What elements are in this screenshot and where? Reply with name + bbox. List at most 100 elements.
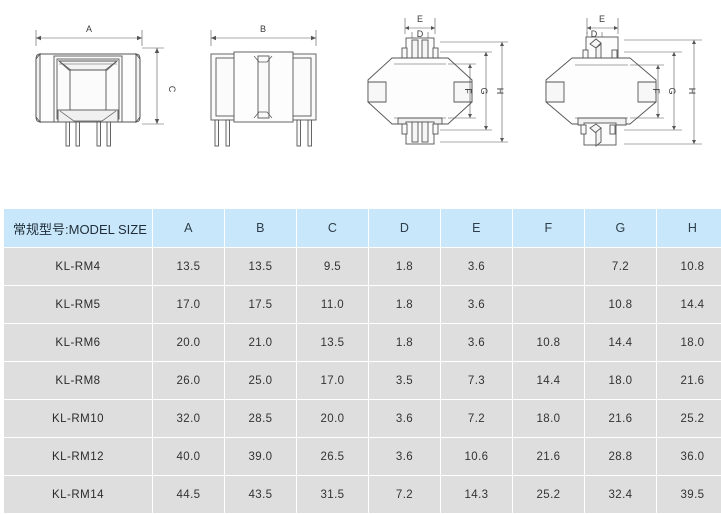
- cell-h: 36.0: [657, 438, 721, 475]
- cell-b: 21.0: [225, 324, 296, 361]
- cell-a: 26.0: [153, 362, 224, 399]
- col-header-h: H: [657, 209, 721, 247]
- cell-c: 13.5: [297, 324, 368, 361]
- dim-label-F: F: [651, 88, 661, 94]
- cell-h: 18.0: [657, 324, 721, 361]
- dim-label-E: E: [599, 14, 605, 24]
- cell-c: 20.0: [297, 400, 368, 437]
- cell-model-name: KL-RM10: [4, 400, 152, 437]
- side-elevation-drawing: B: [210, 24, 317, 147]
- cell-g: 18.0: [585, 362, 656, 399]
- dim-label-G: G: [667, 87, 677, 94]
- cell-b: 13.5: [225, 248, 296, 285]
- spec-table-container: 常规型号:MODEL SIZE A B C D E F G H PIN KL-R…: [3, 208, 721, 514]
- cell-e: 3.6: [441, 324, 512, 361]
- cell-c: 26.5: [297, 438, 368, 475]
- cell-d: 1.8: [369, 286, 440, 323]
- dim-label-C: C: [167, 86, 177, 93]
- top-plan-drawing-3pin: E D F G H: [367, 14, 508, 145]
- cell-model-name: KL-RM4: [4, 248, 152, 285]
- cell-f: 14.4: [513, 362, 584, 399]
- front-elevation-drawing: A C: [35, 24, 177, 147]
- cell-e: 14.3: [441, 476, 512, 513]
- col-header-d: D: [369, 209, 440, 247]
- cell-a: 17.0: [153, 286, 224, 323]
- col-header-b: B: [225, 209, 296, 247]
- cell-e: 7.3: [441, 362, 512, 399]
- model-size-table: 常规型号:MODEL SIZE A B C D E F G H PIN KL-R…: [3, 208, 721, 514]
- dim-label-B: B: [260, 24, 266, 34]
- cell-e: 3.6: [441, 286, 512, 323]
- technical-drawings-panel: A C B: [0, 0, 721, 200]
- dim-label-H: H: [687, 88, 697, 95]
- cell-g: 21.6: [585, 400, 656, 437]
- cell-h: 10.8: [657, 248, 721, 285]
- cell-a: 13.5: [153, 248, 224, 285]
- cell-d: 1.8: [369, 324, 440, 361]
- table-row: KL-RM1444.543.531.57.214.325.232.439.56+…: [4, 476, 721, 513]
- table-row: KL-RM1240.039.026.53.610.621.628.836.06+…: [4, 438, 721, 475]
- col-header-f: F: [513, 209, 584, 247]
- dim-label-H: H: [495, 88, 505, 95]
- cell-h: 21.6: [657, 362, 721, 399]
- cell-d: 1.8: [369, 248, 440, 285]
- dim-label-A: A: [86, 24, 92, 34]
- cell-h: 25.2: [657, 400, 721, 437]
- cell-f: 21.6: [513, 438, 584, 475]
- cell-b: 28.5: [225, 400, 296, 437]
- dim-label-D: D: [417, 29, 424, 39]
- dim-label-D: D: [591, 29, 598, 39]
- cell-a: 40.0: [153, 438, 224, 475]
- cell-model-name: KL-RM5: [4, 286, 152, 323]
- cell-c: 31.5: [297, 476, 368, 513]
- cell-model-name: KL-RM8: [4, 362, 152, 399]
- cell-b: 43.5: [225, 476, 296, 513]
- cell-d: 3.5: [369, 362, 440, 399]
- cell-model-name: KL-RM6: [4, 324, 152, 361]
- cell-f: [513, 286, 584, 323]
- cell-g: 10.8: [585, 286, 656, 323]
- cell-c: 17.0: [297, 362, 368, 399]
- cell-f: [513, 248, 584, 285]
- dim-label-F: F: [463, 88, 473, 94]
- top-plan-drawing-6pin: E D F G H: [545, 14, 702, 147]
- cell-a: 20.0: [153, 324, 224, 361]
- dim-label-E: E: [417, 14, 423, 24]
- cell-g: 32.4: [585, 476, 656, 513]
- cell-e: 3.6: [441, 248, 512, 285]
- cell-a: 32.0: [153, 400, 224, 437]
- cell-a: 44.5: [153, 476, 224, 513]
- cell-b: 39.0: [225, 438, 296, 475]
- cell-f: 25.2: [513, 476, 584, 513]
- cell-h: 39.5: [657, 476, 721, 513]
- cell-c: 11.0: [297, 286, 368, 323]
- table-body: KL-RM413.513.59.51.83.67.210.83+3KL-RM51…: [4, 248, 721, 513]
- cell-g: 28.8: [585, 438, 656, 475]
- col-header-model: 常规型号:MODEL SIZE: [4, 209, 152, 247]
- cell-b: 25.0: [225, 362, 296, 399]
- col-header-c: C: [297, 209, 368, 247]
- cell-e: 7.2: [441, 400, 512, 437]
- cell-d: 3.6: [369, 400, 440, 437]
- cell-b: 17.5: [225, 286, 296, 323]
- col-header-a: A: [153, 209, 224, 247]
- cell-f: 18.0: [513, 400, 584, 437]
- cell-g: 7.2: [585, 248, 656, 285]
- cell-model-name: KL-RM12: [4, 438, 152, 475]
- table-header-row: 常规型号:MODEL SIZE A B C D E F G H PIN: [4, 209, 721, 247]
- cell-d: 7.2: [369, 476, 440, 513]
- col-header-g: G: [585, 209, 656, 247]
- dim-label-G: G: [479, 87, 489, 94]
- cell-f: 10.8: [513, 324, 584, 361]
- cell-d: 3.6: [369, 438, 440, 475]
- cell-c: 9.5: [297, 248, 368, 285]
- cell-e: 10.6: [441, 438, 512, 475]
- cell-h: 14.4: [657, 286, 721, 323]
- col-header-e: E: [441, 209, 512, 247]
- cell-g: 14.4: [585, 324, 656, 361]
- cell-model-name: KL-RM14: [4, 476, 152, 513]
